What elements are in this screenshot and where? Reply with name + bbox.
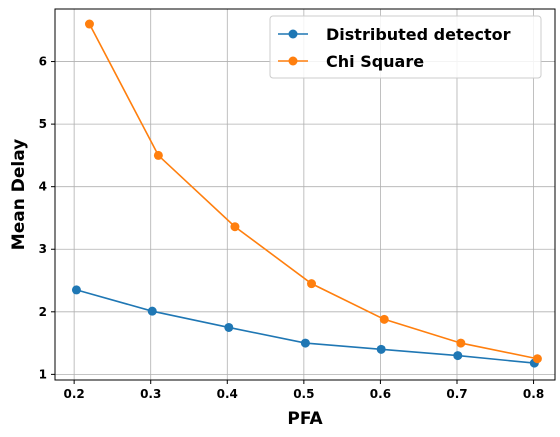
data-point — [300, 338, 310, 348]
y-tick-label: 2 — [39, 305, 47, 319]
series-0 — [71, 285, 539, 368]
data-point — [532, 354, 542, 364]
x-tick-label: 0.5 — [293, 387, 314, 401]
data-point — [230, 222, 240, 232]
series-layer — [71, 19, 542, 368]
x-axis-ticks: 0.2 0.3 0.4 0.5 0.6 0.7 0.8 — [64, 380, 544, 401]
data-point — [153, 150, 163, 160]
data-point — [379, 314, 389, 324]
legend-item: Chi Square — [278, 52, 424, 71]
y-tick-label: 5 — [39, 117, 47, 131]
series-line — [76, 289, 535, 364]
data-point — [453, 351, 463, 361]
y-tick-label: 4 — [39, 180, 47, 194]
legend-label: Distributed detector — [326, 25, 511, 44]
legend-box — [269, 15, 542, 79]
plot-frame — [54, 8, 556, 381]
x-tick-label: 0.3 — [140, 387, 161, 401]
data-point — [376, 344, 386, 354]
data-point — [147, 306, 157, 316]
data-point — [307, 279, 317, 289]
x-axis-title: PFA — [287, 409, 323, 429]
data-point — [456, 338, 466, 348]
legend-marker — [288, 29, 298, 39]
x-tick-label: 0.7 — [446, 387, 467, 401]
series-1 — [84, 19, 542, 364]
y-tick-label: 3 — [39, 242, 47, 256]
y-tick-label: 1 — [39, 367, 47, 381]
legend-label: Chi Square — [326, 52, 424, 71]
y-tick-label: 6 — [39, 55, 47, 69]
x-tick-label: 0.2 — [64, 387, 85, 401]
data-point — [71, 285, 81, 295]
y-axis-title: Mean Delay — [9, 139, 29, 250]
x-tick-label: 0.6 — [370, 387, 391, 401]
y-axis-ticks: 1 2 3 4 5 6 — [39, 55, 55, 381]
x-tick-label: 0.4 — [217, 387, 238, 401]
legend-item: Distributed detector — [278, 25, 511, 44]
data-point — [224, 322, 234, 332]
x-tick-label: 0.8 — [523, 387, 544, 401]
data-point — [84, 19, 94, 29]
legend-marker — [288, 56, 298, 66]
legend: Distributed detector Chi Square — [269, 15, 542, 79]
